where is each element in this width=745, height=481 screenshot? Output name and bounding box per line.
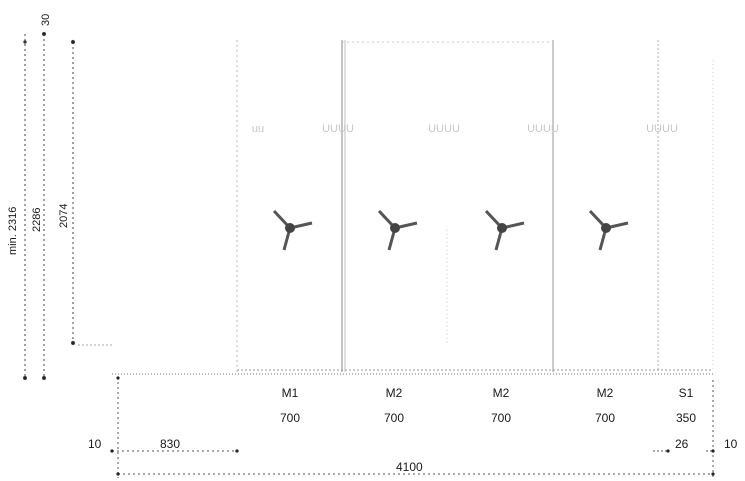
- vertical-dimensions: [22, 31, 76, 381]
- panel-width-label-3: 700: [491, 411, 511, 425]
- header-label-5: UUUU: [646, 123, 678, 135]
- header-label-2: UUUU: [322, 123, 354, 135]
- panel-frame: [112, 40, 714, 375]
- dim-label-total-height: 2286: [31, 208, 43, 232]
- dim-tick: [110, 449, 114, 453]
- window-handle-icon: [272, 209, 313, 251]
- panel-width-label-5: 350: [676, 411, 696, 425]
- window-handle-icon: [588, 209, 629, 251]
- window-handle-icon: [377, 209, 418, 251]
- dim-tick: [666, 449, 670, 453]
- dim-tick: [711, 449, 715, 453]
- horizontal-dimensions: [110, 376, 715, 478]
- dim-tick: [116, 376, 120, 380]
- dim-tick: [116, 472, 120, 476]
- panel-width-label-4: 700: [595, 411, 615, 425]
- header-label-3: UUUU: [428, 123, 460, 135]
- panel-type-label-5: S1: [679, 386, 694, 400]
- panel-type-label-2: M2: [386, 386, 403, 400]
- panel-type-label-4: M2: [597, 386, 614, 400]
- panel-width-label-2: 700: [384, 411, 404, 425]
- dim-tick: [235, 449, 239, 453]
- header-label-4: UUUU: [527, 123, 559, 135]
- dim-tick: [70, 340, 76, 346]
- dim-label-left-offset: 830: [160, 437, 180, 451]
- dim-tick: [70, 39, 76, 45]
- dim-tick: [41, 375, 47, 381]
- dim-label-right-gap: 26: [675, 437, 689, 451]
- dim-tick: [22, 375, 28, 381]
- header-labels: uu UUUU UUUU UUUU UUUU: [252, 123, 678, 135]
- panel-labels: M1 700 M2 700 M2 700 M2 700 S1 350: [280, 386, 696, 425]
- dim-tick: [23, 40, 27, 44]
- panel-type-label-3: M2: [493, 386, 510, 400]
- dim-label-top-gap: 30: [40, 14, 52, 26]
- dim-label-right-edge: 10: [724, 437, 738, 451]
- header-label-1: uu: [252, 123, 264, 135]
- dim-label-min-height: min. 2316: [7, 207, 19, 255]
- dim-tick: [41, 31, 47, 37]
- dim-tick: [711, 472, 715, 476]
- panel-width-label-1: 700: [280, 411, 300, 425]
- window-handle-icon: [484, 209, 525, 251]
- dim-label-left-edge: 10: [88, 437, 102, 451]
- dim-label-opening-height: 2074: [58, 204, 70, 228]
- dim-label-total-width: 4100: [396, 460, 423, 474]
- panel-type-label-1: M1: [282, 386, 299, 400]
